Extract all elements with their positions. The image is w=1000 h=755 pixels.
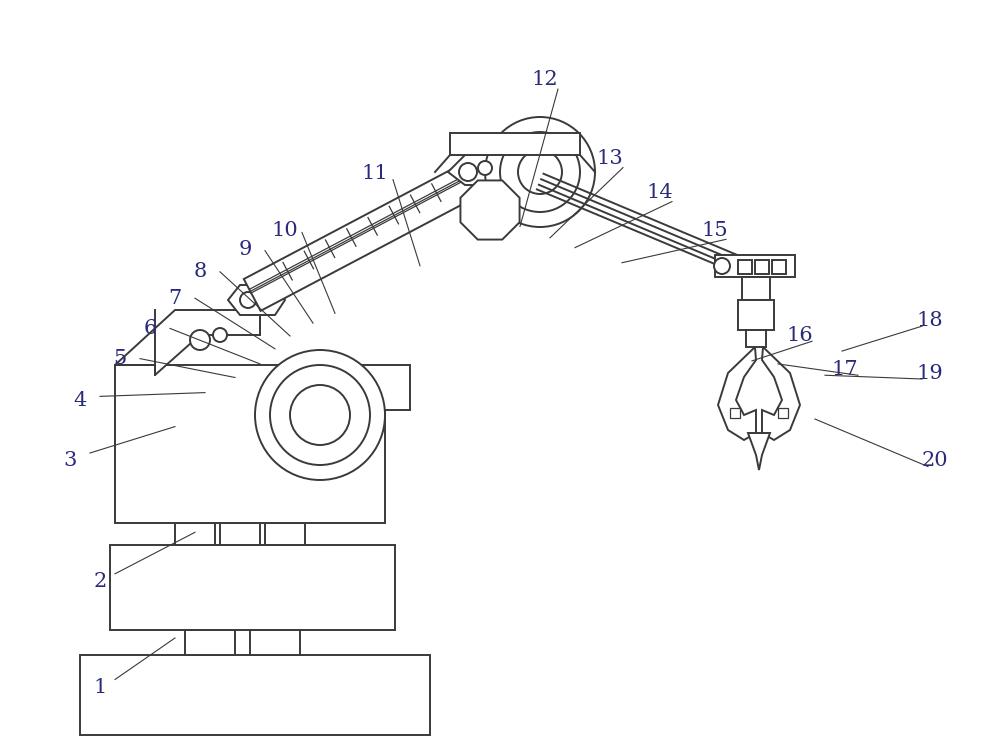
Text: 9: 9 xyxy=(238,239,252,259)
Circle shape xyxy=(459,163,477,181)
Bar xyxy=(772,260,786,274)
Text: 4: 4 xyxy=(73,390,87,410)
Polygon shape xyxy=(748,433,770,470)
Circle shape xyxy=(290,385,350,445)
Bar xyxy=(730,408,740,418)
Circle shape xyxy=(190,330,210,350)
Text: 7: 7 xyxy=(168,288,182,308)
Text: 10: 10 xyxy=(272,220,298,240)
Circle shape xyxy=(259,294,271,306)
Text: 16: 16 xyxy=(787,326,813,346)
Bar xyxy=(742,277,770,300)
Text: 20: 20 xyxy=(922,451,948,470)
Bar xyxy=(265,523,305,545)
Circle shape xyxy=(714,258,730,274)
Bar xyxy=(175,523,215,545)
Polygon shape xyxy=(244,147,511,311)
Bar xyxy=(778,408,788,418)
Bar xyxy=(738,300,774,330)
Polygon shape xyxy=(460,180,520,239)
Circle shape xyxy=(500,132,580,212)
Bar xyxy=(110,545,395,630)
Text: 15: 15 xyxy=(702,220,728,240)
Bar xyxy=(746,330,766,347)
Circle shape xyxy=(478,161,492,175)
Bar xyxy=(738,260,752,274)
Polygon shape xyxy=(115,365,385,523)
Bar xyxy=(80,655,430,735)
Bar xyxy=(220,523,260,545)
Polygon shape xyxy=(350,365,410,410)
Polygon shape xyxy=(228,285,285,315)
Bar xyxy=(715,255,795,277)
Bar xyxy=(755,260,769,274)
Circle shape xyxy=(213,328,227,342)
Bar xyxy=(185,630,235,655)
Circle shape xyxy=(240,292,256,308)
Polygon shape xyxy=(115,310,260,375)
Text: 14: 14 xyxy=(647,183,673,202)
Polygon shape xyxy=(448,155,560,185)
Text: 19: 19 xyxy=(917,364,943,384)
Text: 8: 8 xyxy=(193,262,207,282)
Circle shape xyxy=(518,150,562,194)
Text: 17: 17 xyxy=(832,360,858,380)
Text: 6: 6 xyxy=(143,319,157,338)
Bar xyxy=(450,133,580,155)
Bar xyxy=(250,630,300,655)
Text: 11: 11 xyxy=(362,164,388,183)
Circle shape xyxy=(255,350,385,480)
Text: 2: 2 xyxy=(93,572,107,591)
Text: 1: 1 xyxy=(93,677,107,697)
Text: 12: 12 xyxy=(532,69,558,89)
Circle shape xyxy=(270,365,370,465)
Polygon shape xyxy=(762,347,800,440)
Text: 3: 3 xyxy=(63,451,77,470)
Circle shape xyxy=(485,117,595,227)
Text: 18: 18 xyxy=(917,311,943,331)
Text: 5: 5 xyxy=(113,349,127,368)
Text: 13: 13 xyxy=(597,149,623,168)
Polygon shape xyxy=(718,347,756,440)
